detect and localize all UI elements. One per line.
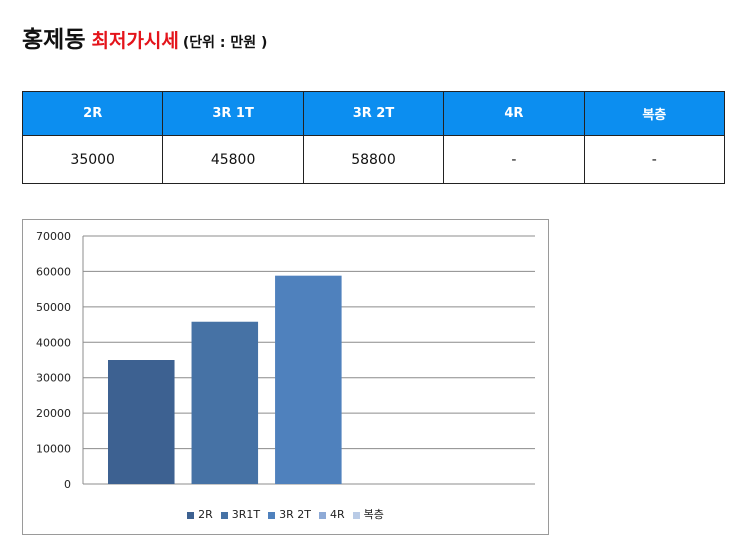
bar-chart-svg: 0 10000 20000 30000 40000 50000 60000 70000 [36, 230, 535, 491]
legend-label: 3R 2T [279, 508, 311, 521]
legend-label: 3R1T [231, 508, 261, 521]
unit-label: (단위 : 만원 ) [182, 35, 268, 51]
y-tick-label: 50000 [36, 301, 71, 314]
chart-legend: 2R 3R1T 3R 2T 4R 복층 [23, 506, 548, 522]
page-title: 홍제동 최저가시세 (단위 : 만원 ) [22, 20, 267, 54]
bar-1 [191, 321, 259, 484]
y-tick-label: 60000 [36, 265, 71, 278]
legend-swatch [318, 511, 326, 519]
legend-swatch [220, 511, 228, 519]
y-tick-label: 0 [64, 478, 71, 491]
table-cell: 45800 [162, 135, 304, 184]
price-table: 2R 3R 1T 3R 2T 4R 복층 35000 45800 58800 -… [21, 91, 726, 184]
table-header-cell: 3R 2T [302, 91, 445, 136]
bar-0 [108, 360, 175, 484]
y-tick-label: 10000 [36, 443, 71, 456]
legend-label: 복층 [363, 508, 384, 521]
y-tick-label: 70000 [36, 230, 71, 243]
table-header-cell: 복층 [583, 91, 726, 136]
table-header-cell: 3R 1T [162, 91, 304, 136]
table-cell: - [443, 135, 585, 184]
legend-swatch [352, 511, 360, 519]
lowest-price-label: 최저가시세 [91, 30, 179, 52]
table-cell: 58800 [302, 135, 445, 184]
legend-item: 복층 [352, 506, 384, 522]
price-chart: 0 10000 20000 30000 40000 50000 60000 70000 2R 3… [22, 219, 549, 535]
table-header-cell: 4R [443, 91, 585, 136]
table-header-cell: 2R [21, 91, 164, 136]
bar-2 [275, 275, 342, 484]
y-tick-label: 30000 [36, 372, 71, 385]
table-cell: - [583, 135, 726, 184]
table-cell: 35000 [21, 135, 164, 184]
legend-item: 3R1T [220, 508, 261, 521]
y-tick-label: 20000 [36, 407, 71, 420]
legend-swatch [268, 511, 276, 519]
legend-label: 4R [329, 508, 345, 521]
legend-swatch [187, 511, 195, 519]
district-title: 홍제동 [22, 27, 86, 53]
legend-item: 2R [187, 508, 213, 521]
legend-item: 4R [318, 508, 345, 521]
y-tick-label: 40000 [36, 336, 71, 349]
legend-label: 2R [198, 508, 213, 521]
table-header-row: 2R 3R 1T 3R 2T 4R 복층 [21, 91, 726, 136]
table-row: 35000 45800 58800 - - [21, 135, 726, 184]
legend-item: 3R 2T [268, 508, 311, 521]
